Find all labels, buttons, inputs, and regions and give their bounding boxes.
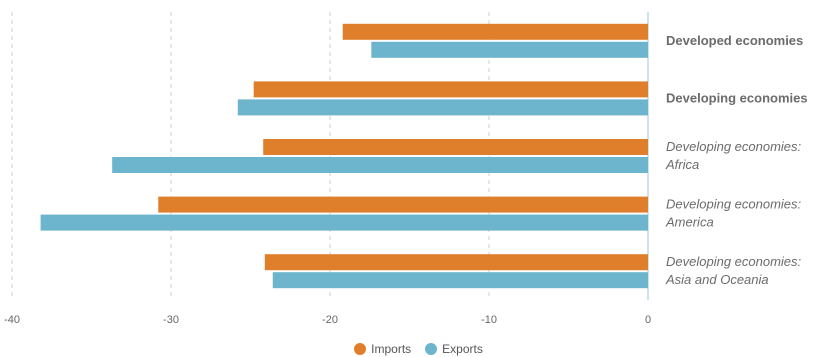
bar-imports-1[interactable] bbox=[253, 81, 648, 98]
legend-label-exports: Exports bbox=[442, 341, 483, 356]
x-tick-label: -10 bbox=[481, 314, 497, 326]
legend-marker-exports bbox=[425, 342, 438, 355]
bar-imports-4[interactable] bbox=[264, 254, 648, 271]
category-label: Asia and Oceania bbox=[665, 272, 769, 287]
x-tick-label: -40 bbox=[4, 314, 20, 326]
bar-exports-4[interactable] bbox=[272, 272, 648, 289]
category-label: America bbox=[665, 215, 714, 230]
category-labels: Developed economies Developing economies D… bbox=[665, 33, 808, 287]
x-tick-label: 0 bbox=[645, 314, 651, 326]
category-label: Africa bbox=[665, 157, 699, 172]
bar-imports-0[interactable] bbox=[342, 23, 648, 40]
bar-imports-3[interactable] bbox=[158, 196, 648, 213]
legend-item-imports[interactable]: Imports bbox=[354, 342, 411, 356]
category-label: Developing economies bbox=[666, 90, 808, 105]
legend-item-exports[interactable]: Exports bbox=[425, 342, 483, 356]
grid-lines bbox=[11, 12, 649, 300]
category-label: Developed economies bbox=[666, 33, 803, 48]
legend-label-imports: Imports bbox=[371, 341, 412, 356]
bar-exports-3[interactable] bbox=[40, 214, 649, 231]
bar-exports-0[interactable] bbox=[371, 41, 648, 58]
category-label: Developing economies: bbox=[666, 197, 802, 212]
category-label: Developing economies: bbox=[666, 139, 802, 154]
bar-exports-2[interactable] bbox=[112, 157, 649, 173]
bar-exports-1[interactable] bbox=[237, 99, 648, 116]
category-label: Developing economies: bbox=[666, 254, 802, 269]
legend: Imports Exports bbox=[0, 340, 837, 357]
bars bbox=[40, 23, 649, 289]
x-tick-label: -30 bbox=[163, 314, 179, 326]
bar-imports-2[interactable] bbox=[263, 139, 648, 155]
legend-marker-imports bbox=[354, 342, 367, 355]
x-axis-ticks: -40 -30 -20 -10 0 bbox=[4, 314, 651, 326]
x-tick-label: -20 bbox=[322, 314, 338, 326]
